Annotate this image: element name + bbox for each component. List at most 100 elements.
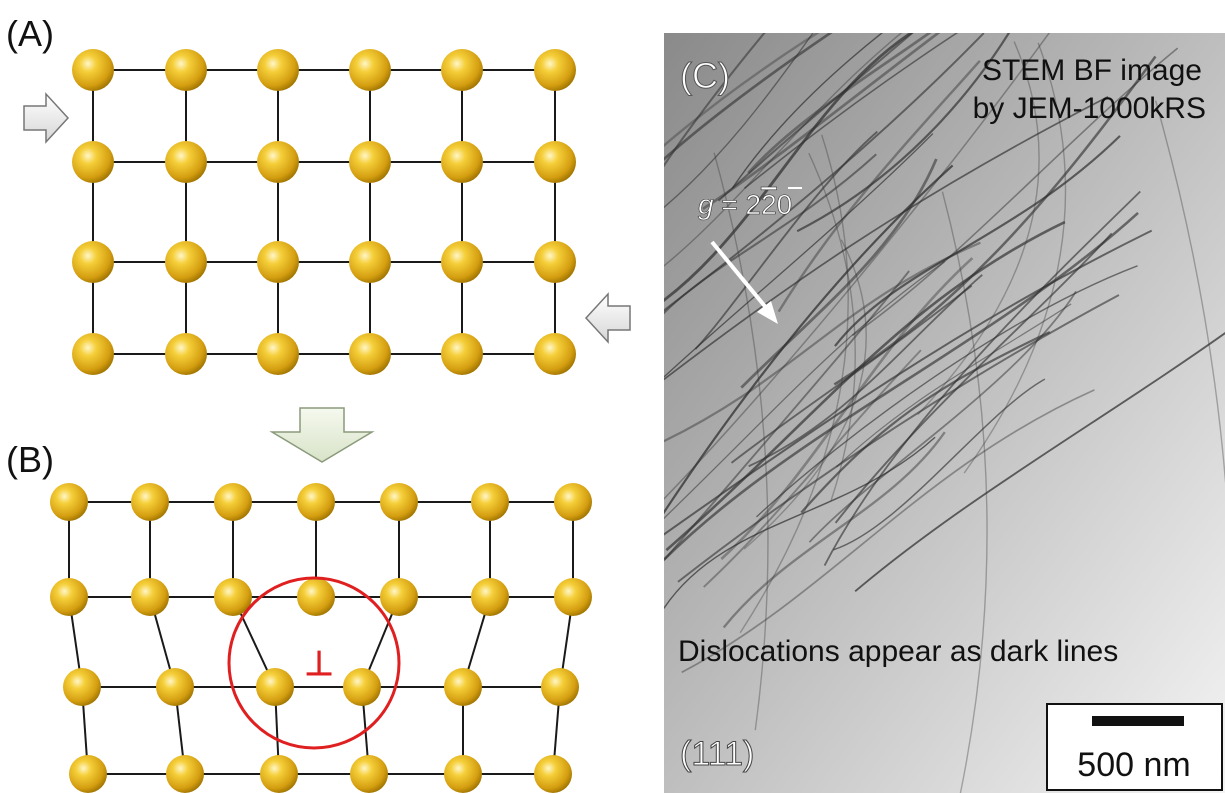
dislocation-line (834, 232, 1113, 524)
atom (350, 755, 388, 793)
dislocation-line (834, 135, 1121, 347)
dislocation-line (833, 378, 1046, 551)
atom (441, 333, 483, 375)
dislocation-line (664, 229, 1153, 536)
dislocation-line (823, 190, 1141, 566)
micrograph-title-line1: STEM BF image (982, 54, 1202, 87)
dislocation-line (836, 303, 1072, 468)
atom (257, 333, 299, 375)
lattice-b (50, 483, 592, 793)
atom (343, 668, 381, 706)
atom (165, 141, 207, 183)
atom (444, 668, 482, 706)
dislocation-line (664, 33, 985, 312)
dislocation-line (664, 33, 833, 161)
dislocation-line (664, 33, 903, 267)
atom (534, 241, 576, 283)
scale-bar-label: 500 nm (1077, 746, 1190, 784)
g-vector-equals: = 2 (714, 189, 761, 220)
dislocation-line (722, 431, 946, 629)
g-vector-bar-digit: 2 (761, 189, 777, 220)
atom (156, 668, 194, 706)
dislocation-line (1154, 100, 1225, 484)
atom (131, 578, 169, 616)
dislocation-line (664, 260, 946, 520)
crystal-plane-label: (111) (680, 735, 754, 773)
atom (72, 333, 114, 375)
dislocation-line (731, 33, 884, 189)
atom (297, 578, 335, 616)
arrowhead-icon (757, 301, 778, 324)
dislocation-line (717, 33, 914, 202)
atom (441, 141, 483, 183)
transition-arrow (269, 407, 375, 463)
compress-arrow-right (584, 292, 631, 344)
atom (165, 241, 207, 283)
panel-c: (C) STEM BF image by JEM-1000kRS g = 220… (664, 33, 1225, 793)
dislocation-line (730, 284, 973, 464)
dislocation-line (963, 42, 1067, 474)
arrow-down-icon (269, 407, 375, 463)
atom (50, 578, 88, 616)
dislocation-line (664, 241, 981, 443)
atom (471, 483, 509, 521)
atom (554, 578, 592, 616)
dislocation-line (664, 33, 914, 303)
arrow-left-icon (584, 292, 631, 344)
dislocation-line (739, 134, 849, 634)
dislocation-line (664, 33, 820, 148)
panel-a-label: (A) (6, 13, 54, 54)
atom (534, 49, 576, 91)
g-vector-arrow (710, 240, 778, 324)
dislocation-line (854, 332, 1225, 593)
dislocation-line (664, 33, 1051, 500)
dislocation-line (713, 152, 769, 731)
atom (165, 49, 207, 91)
atom (72, 49, 114, 91)
micrograph-title-line2: by JEM-1000kRS (973, 92, 1206, 125)
dislocation-line (664, 33, 814, 209)
dislocation-line (702, 33, 941, 210)
atom (534, 755, 572, 793)
arrow-right-icon (23, 92, 70, 144)
atom (349, 49, 391, 91)
atom (69, 755, 107, 793)
compress-arrow-left (23, 92, 70, 144)
atom (214, 483, 252, 521)
micrograph-background (664, 33, 1225, 793)
atom (260, 755, 298, 793)
dislocation-line (664, 436, 936, 609)
atom (349, 241, 391, 283)
atom (534, 333, 576, 375)
atom (297, 483, 335, 521)
dislocation-line (808, 290, 1077, 543)
dislocation-circle (227, 576, 401, 750)
lattice-a (72, 49, 576, 375)
atom (441, 241, 483, 283)
dislocation-line (917, 41, 1040, 416)
atom (256, 668, 294, 706)
atom (541, 668, 579, 706)
atom (63, 668, 101, 706)
svg-text:g = 220: g = 220 (698, 189, 792, 220)
panel-b: (B) ⊥ (6, 439, 592, 793)
dislocation-line (800, 330, 1051, 514)
dislocation-line (677, 294, 1120, 583)
dislocation-line (694, 130, 878, 350)
dislocation-line (664, 211, 1139, 562)
dislocation-symbol: ⊥ (304, 645, 334, 683)
dislocation-line (748, 274, 983, 468)
dislocation-line (665, 220, 1066, 552)
dislocation-line (740, 158, 938, 389)
atom (349, 333, 391, 375)
atom (72, 141, 114, 183)
dislocation-line (664, 96, 1109, 381)
atom (471, 578, 509, 616)
dislocation-line (756, 265, 1138, 518)
g-vector-last-digit: 0 (777, 189, 793, 220)
dislocation-line (796, 33, 1011, 233)
dislocation-line (941, 191, 988, 793)
g-vector-label: g = 220 (698, 187, 802, 220)
dislocation-line (664, 33, 766, 168)
